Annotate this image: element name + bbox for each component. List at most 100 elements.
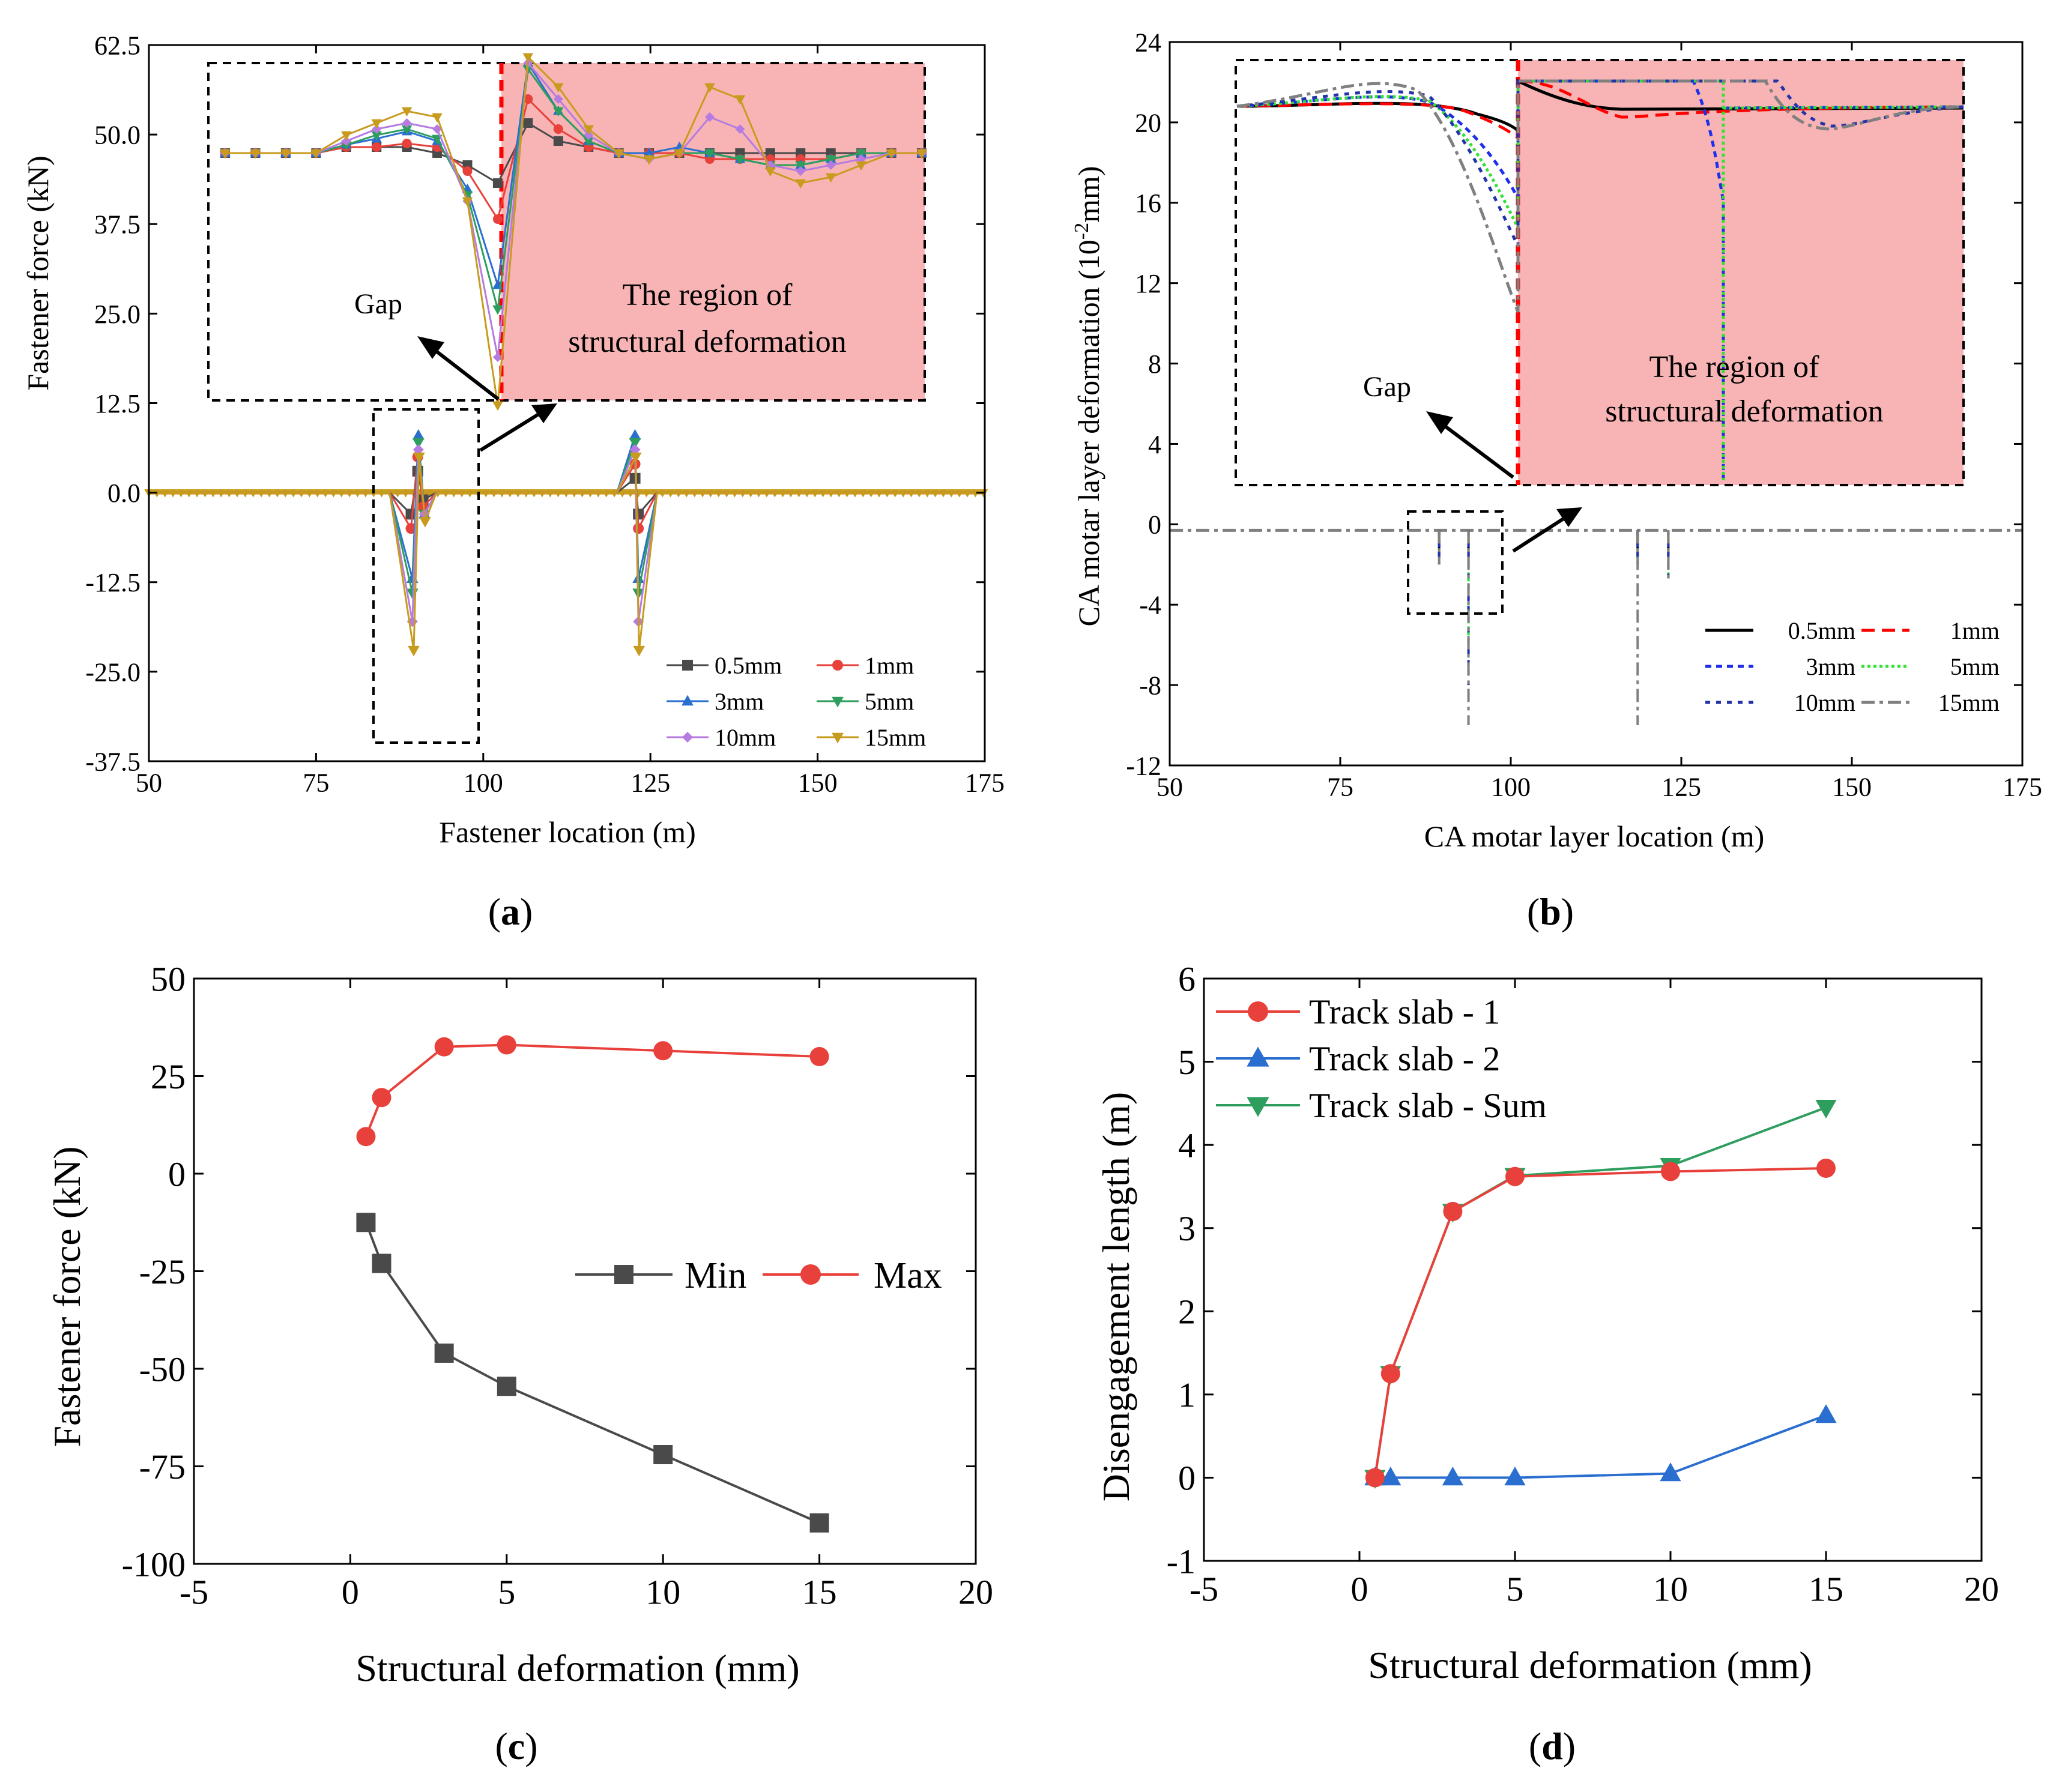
x-tick-label: 0 <box>1351 1570 1368 1609</box>
a-baseline-marker <box>160 489 170 498</box>
a-baseline-marker <box>641 489 652 498</box>
c-min-point <box>356 1213 376 1232</box>
a-peak-marker <box>629 444 641 456</box>
a-inset-marker <box>644 155 655 165</box>
d-x-axis-title: Structural deformation (mm) <box>1368 1644 1812 1686</box>
a-baseline-marker <box>232 489 242 498</box>
a-legend-label: 1mm <box>865 652 914 679</box>
y-tick-label: 0 <box>1178 1459 1196 1498</box>
a-baseline-marker <box>216 489 226 498</box>
a-baseline-marker <box>850 489 860 498</box>
a-baseline-marker <box>786 489 796 498</box>
a-baseline-marker <box>770 489 780 498</box>
b-x-axis-title: CA motar layer location (m) <box>1424 819 1765 853</box>
d-legend-label: Track slab - Sum <box>1309 1086 1547 1125</box>
x-tick-label: -5 <box>1190 1570 1218 1609</box>
y-tick-label: -100 <box>122 1545 186 1584</box>
y-tick-label: 62.5 <box>94 31 141 60</box>
a-inset-marker <box>704 149 715 159</box>
a-baseline-marker <box>722 489 731 498</box>
a-inset-marker <box>825 173 836 183</box>
a-legend-label: 0.5mm <box>715 652 782 679</box>
y-tick-label: -12 <box>1126 751 1161 780</box>
a-baseline-marker <box>665 489 676 498</box>
a-baseline-marker <box>858 489 868 498</box>
y-tick-label: -25.0 <box>85 657 141 687</box>
b-gap-arrow <box>1440 421 1514 479</box>
panel-d: -5 0 5 10 15 20 -1 0 1 2 3 4 5 6 Structural deformati… <box>1095 959 1999 1767</box>
a-inset-marker <box>492 305 503 315</box>
a-baseline-marker <box>256 489 266 498</box>
a-baseline-marker <box>778 489 788 498</box>
a-peak-marker <box>419 517 431 528</box>
a-baseline-marker <box>561 489 571 498</box>
c-max-point <box>372 1088 392 1108</box>
a-baseline-marker <box>650 489 659 498</box>
a-baseline-marker <box>834 489 844 498</box>
a-baseline-marker <box>658 489 667 498</box>
b-deformation-region <box>1518 60 1964 485</box>
y-tick-label: -50 <box>139 1350 186 1389</box>
d-series-1-point <box>1816 1158 1836 1178</box>
a-inset-marker <box>674 149 685 159</box>
a-gap-arrow <box>431 346 500 401</box>
y-tick-label: 5 <box>1178 1043 1196 1082</box>
d-plot-area <box>1203 977 1983 1562</box>
c-max-point <box>356 1127 376 1147</box>
a-baseline-marker <box>970 489 981 498</box>
b-gap-arrowhead <box>1426 411 1453 434</box>
a-inset-marker <box>462 166 473 176</box>
a-inset-marker <box>462 197 473 207</box>
a-baseline-marker <box>602 489 611 498</box>
a-baseline-marker <box>497 489 507 498</box>
a-baseline-marker <box>328 489 339 498</box>
a-inset-marker <box>552 83 564 93</box>
a-inset-marker <box>492 178 503 188</box>
a-baseline-marker <box>706 489 716 498</box>
a-inset-marker <box>401 107 413 117</box>
b-tick-labels: 50 75 100 125 150 175 -12 -8 -4 0 4 8 12 16 20 24 <box>1126 28 2042 801</box>
b-legend-label: 5mm <box>1950 653 2000 680</box>
a-panel-label: (a) <box>488 890 533 933</box>
d-panel-label: (d) <box>1529 1725 1576 1767</box>
b-axis-frame <box>1169 41 2024 767</box>
d-series-1-point <box>1505 1166 1525 1186</box>
a-legend-marker <box>832 696 844 708</box>
a-baseline-marker <box>682 489 692 498</box>
c-legend-marker-min <box>614 1265 633 1284</box>
a-baseline-marker <box>529 489 539 498</box>
a-inset-marker <box>553 136 563 146</box>
a-baseline-marker <box>457 489 467 498</box>
a-inset-series-line <box>225 67 922 310</box>
a-baseline-marker <box>593 489 603 498</box>
a-inset-marker <box>583 137 594 147</box>
a-baseline-marker <box>441 489 451 498</box>
a-baseline-marker <box>264 489 274 498</box>
y-tick-label: 0 <box>1148 510 1161 540</box>
a-baseline-marker <box>577 489 587 498</box>
y-tick-label: 25.0 <box>94 300 141 329</box>
a-zoom-box <box>372 408 480 744</box>
a-baseline-marker <box>738 489 748 498</box>
a-inset-marker <box>432 113 443 123</box>
a-legend-marker <box>682 660 693 671</box>
a-baseline-marker <box>345 489 354 498</box>
y-tick-label: 12 <box>1135 269 1161 298</box>
b-panel-label: (b) <box>1527 890 1574 933</box>
a-baseline-marker <box>930 489 940 498</box>
a-peak-marker <box>413 452 425 463</box>
b-inset-series-line <box>1236 79 1964 480</box>
a-baseline-marker <box>585 489 595 498</box>
y-tick-label: 2 <box>1178 1293 1196 1332</box>
a-baseline-marker <box>946 489 957 498</box>
a-inset-marker <box>825 155 836 165</box>
d-series-2-point <box>1380 1467 1401 1486</box>
a-baseline-marker <box>200 489 210 498</box>
a-gap-annotation: Gap <box>354 288 402 320</box>
a-baseline-marker <box>963 489 972 498</box>
d-legend-marker <box>1248 1001 1268 1022</box>
a-inset-marker <box>552 107 564 117</box>
d-tick-labels: -5 0 5 10 15 20 -1 0 1 2 3 4 5 6 <box>1167 959 1999 1608</box>
